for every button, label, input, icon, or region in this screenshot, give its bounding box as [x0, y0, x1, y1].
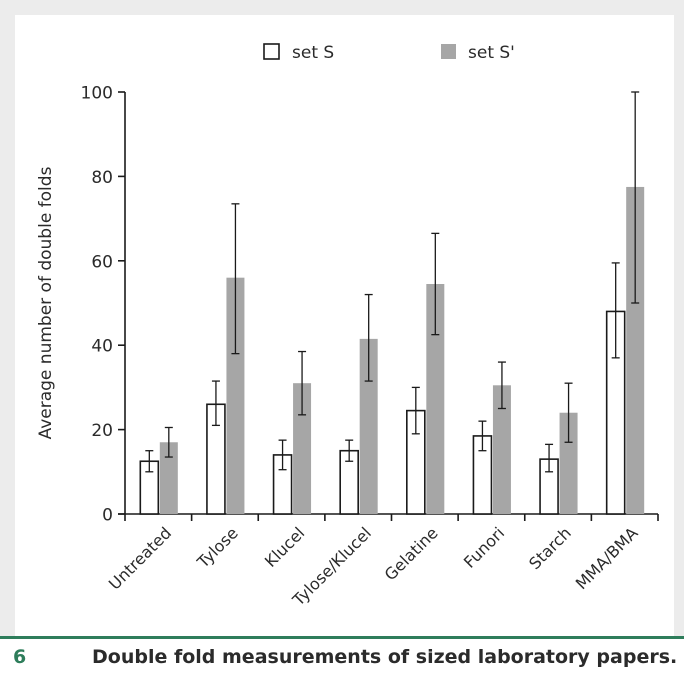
bar-set-s-prime [159, 442, 178, 514]
y-tick-label: 40 [91, 337, 113, 357]
bar-set-s-prime [293, 383, 312, 514]
x-tick-label: Starch [525, 523, 575, 573]
figure-caption: 6 Double fold measurements of sized labo… [0, 636, 684, 675]
bar-set-s-prime [359, 338, 378, 514]
legend-swatch-set-s [263, 43, 280, 60]
bar-chart: 0 20 40 60 80 100 Average number of double fol… [36, 43, 659, 610]
y-tick-label: 80 [91, 168, 113, 188]
chart-area: 0 20 40 60 80 100 Average number of double fol… [15, 15, 674, 636]
bar-set-s-prime [626, 186, 645, 514]
x-tick-label: Tylose [193, 523, 242, 572]
bar-set-s-prime [426, 284, 445, 514]
bar-set-s-prime [226, 277, 245, 514]
bar-set-s-prime [492, 385, 511, 514]
x-tick-label: Klucel [261, 523, 308, 570]
y-tick-label: 20 [91, 421, 113, 441]
legend-label-set-s: set S [292, 43, 334, 63]
bar-set-s-prime [559, 412, 578, 514]
y-tick-label: 100 [81, 84, 113, 104]
figure-panel: 0 20 40 60 80 100 Average number of double fol… [0, 0, 684, 636]
y-tick-label: 60 [91, 252, 113, 272]
legend-label-set-s-prime: set S' [468, 43, 515, 63]
x-tick-label: Funori [460, 523, 508, 571]
y-tick-label: 0 [102, 506, 113, 526]
caption-number: 6 [13, 646, 27, 668]
x-tick-label: MMA/BMA [572, 523, 642, 593]
caption-text: Double fold measurements of sized labora… [92, 646, 678, 668]
x-tick-label: Gelatine [381, 523, 442, 584]
x-tick-label: Untreated [105, 523, 175, 593]
y-axis-label: Average number of double folds [36, 166, 56, 439]
legend-swatch-set-s-prime [441, 44, 456, 59]
